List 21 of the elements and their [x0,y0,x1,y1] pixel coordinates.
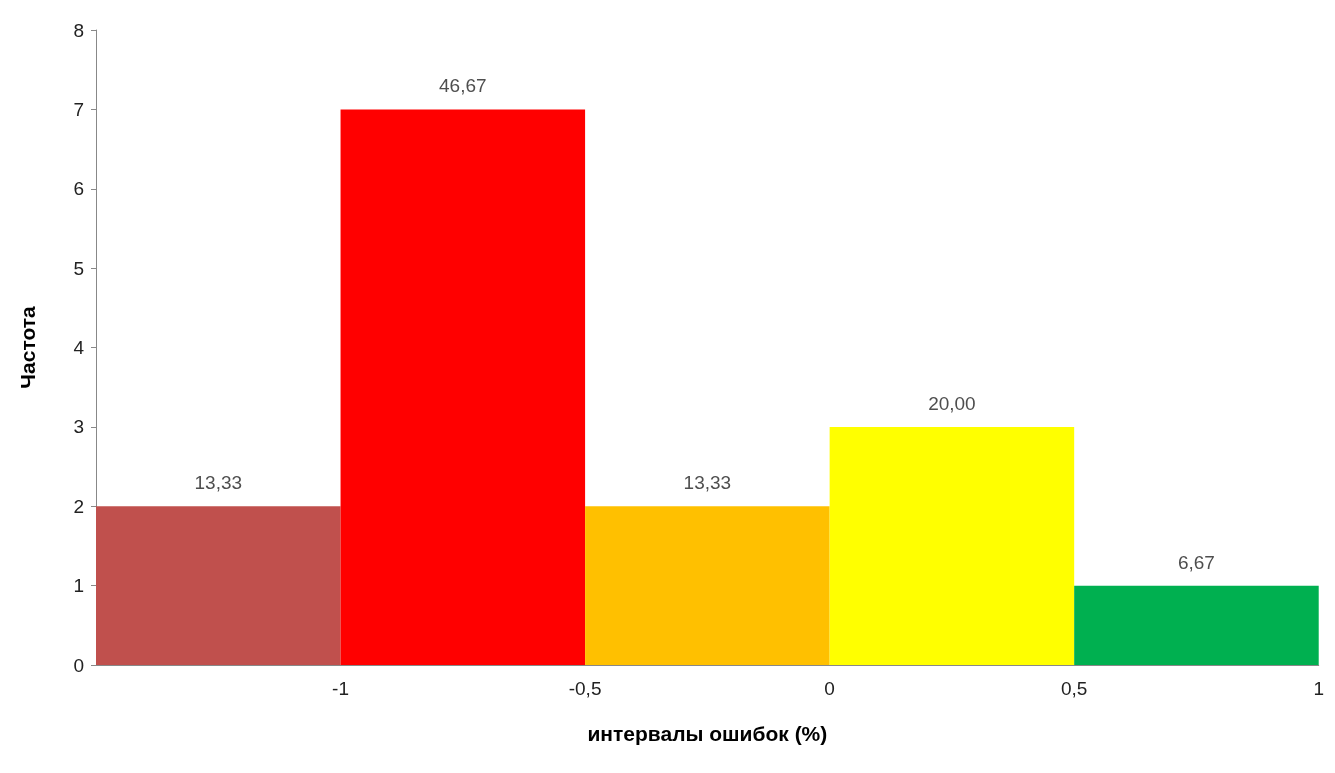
x-tick-label: -0,5 [568,678,602,699]
y-tick-label: 5 [73,257,84,279]
annotation: 13,33 [194,472,243,494]
annotation: 13,33 [683,472,732,494]
y-tick-label: 4 [73,337,85,358]
annotation: 46,67 [439,75,487,97]
y-tick-label: 0 [73,654,84,676]
x-tick-label: 1 [1313,678,1325,699]
y-tick-label: 3 [73,416,84,438]
y-tick-label: 1 [73,575,84,597]
x-tick-label: 0,5 [1060,678,1088,699]
x-tick-label: -1 [332,678,349,699]
y-tick-label: 8 [73,19,84,41]
x-tick-label: 0 [824,678,835,699]
y-tick-label: 2 [73,495,84,517]
annotation: 6,67 [1177,551,1215,573]
y-tick-label: 6 [73,178,84,200]
x-axis-title: интервалы ошибок (%) [587,722,828,745]
y-tick-label: 7 [73,98,84,120]
annotation: 20,00 [928,392,976,414]
y-axis-title: Частота [16,305,39,389]
